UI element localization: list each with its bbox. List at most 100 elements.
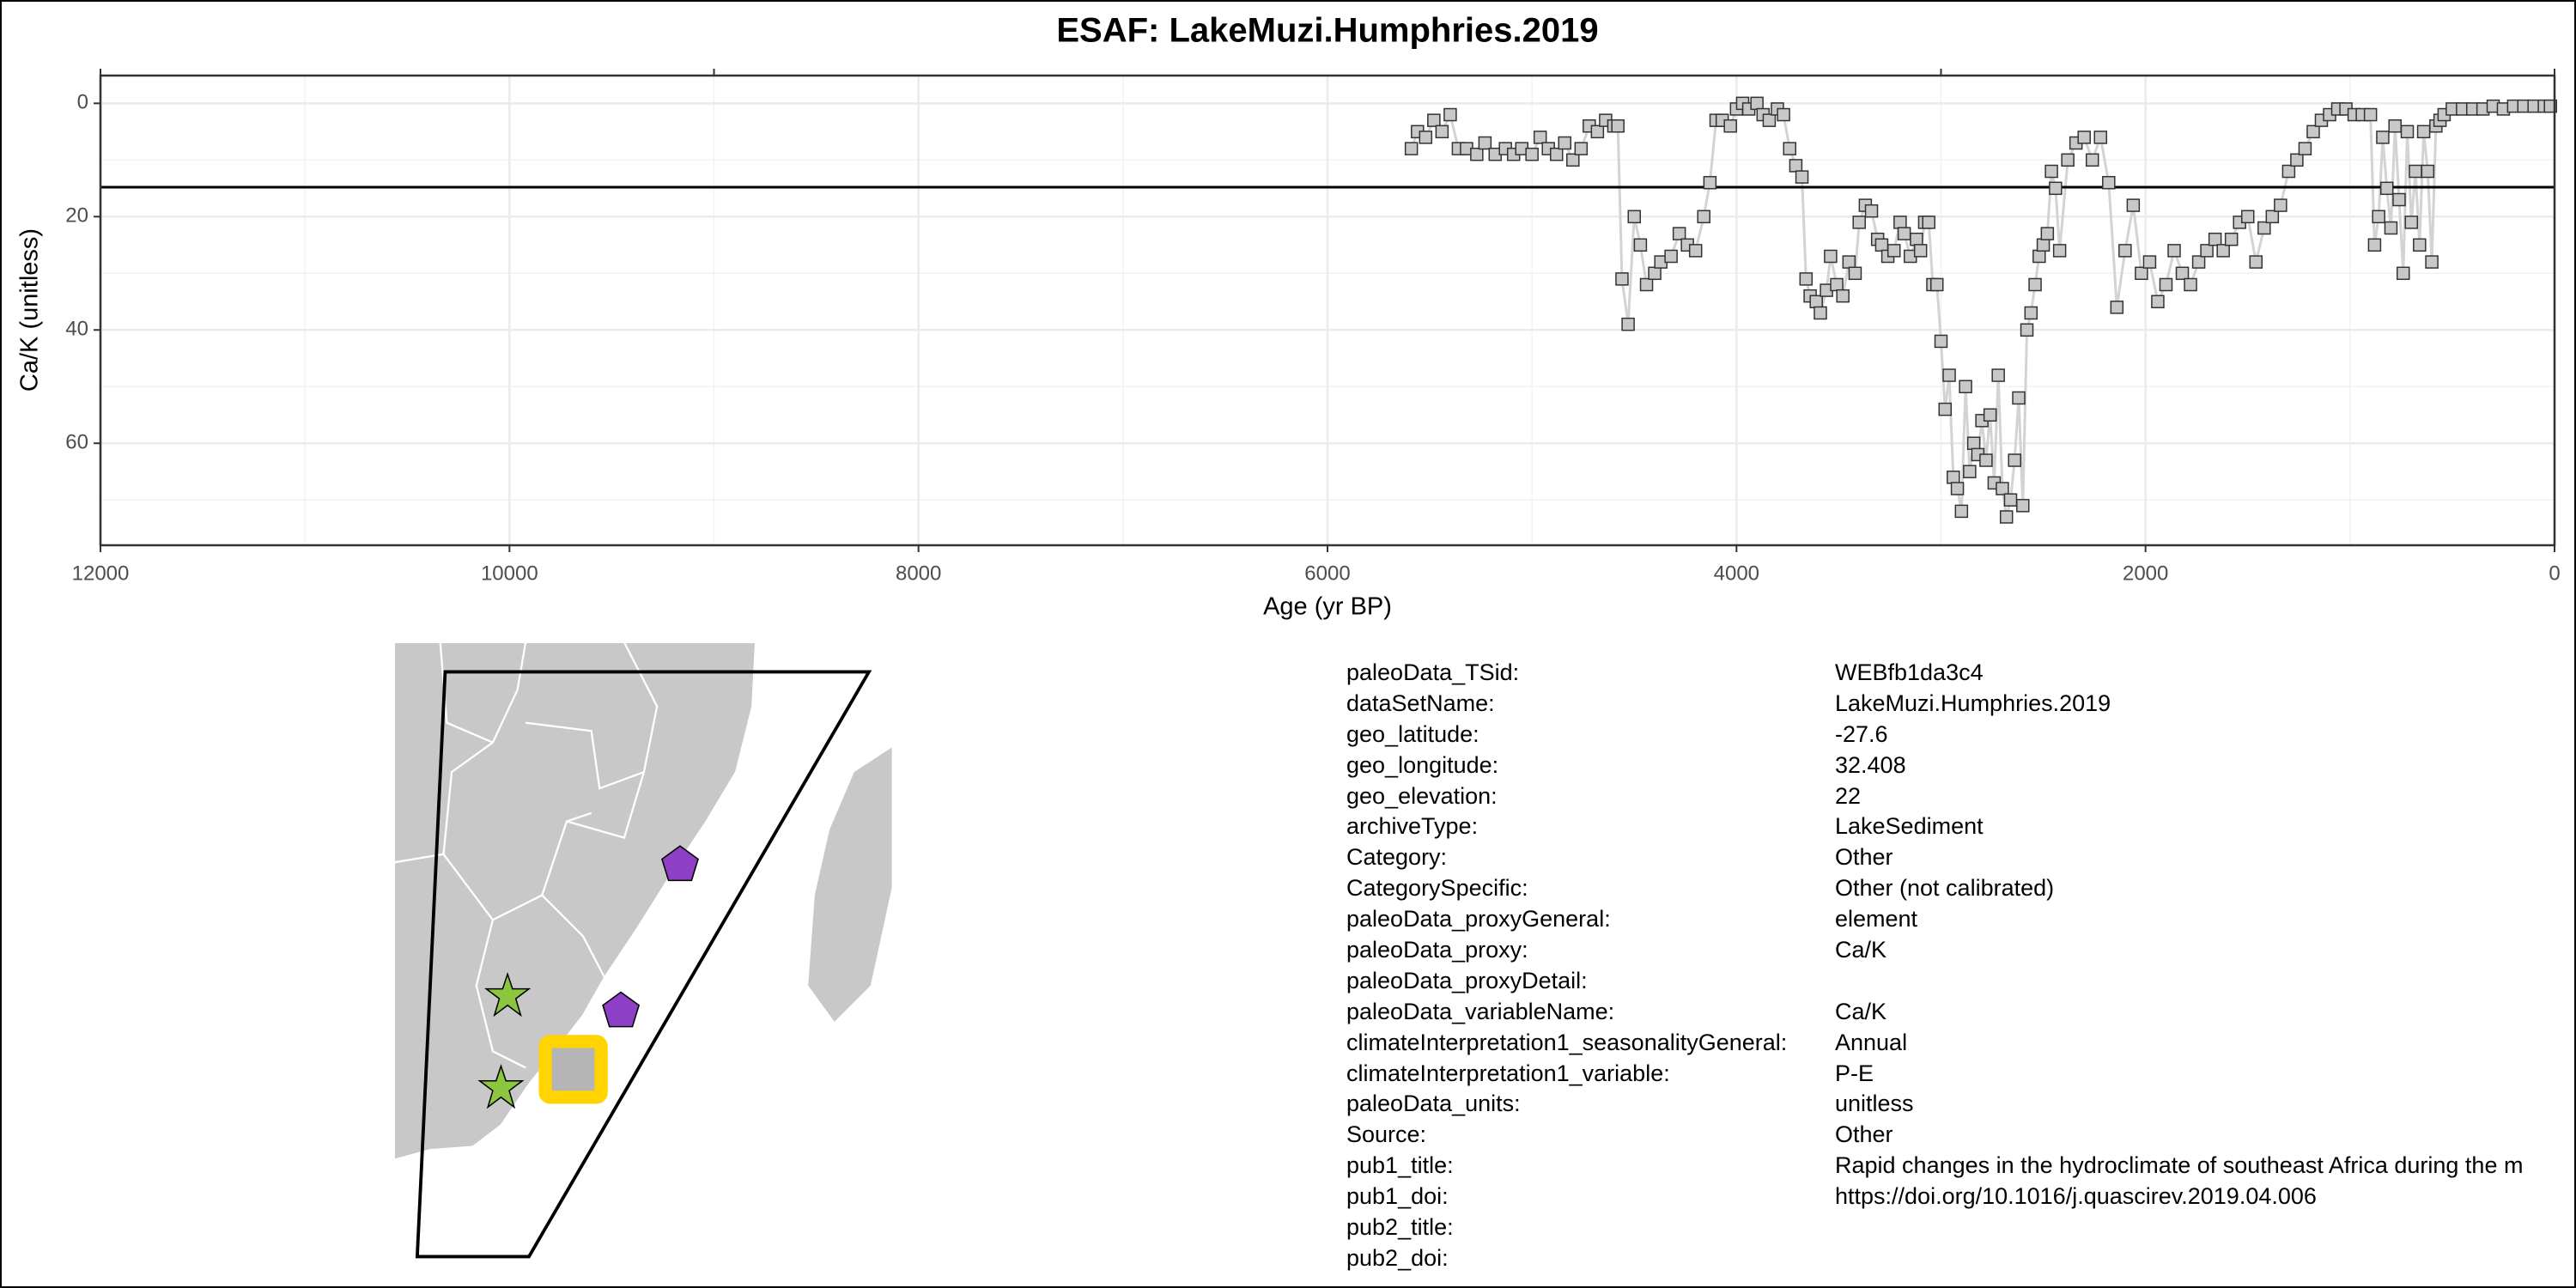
metadata-key: CategorySpecific: — [1346, 875, 1528, 902]
x-tick-label: 0 — [2549, 562, 2560, 585]
data-point — [1991, 368, 2005, 382]
x-tick-label: 10000 — [481, 562, 538, 585]
data-point — [1795, 170, 1809, 184]
data-point — [1959, 380, 1972, 393]
map — [394, 641, 892, 1259]
data-point — [2416, 125, 2431, 139]
data-point — [1443, 107, 1457, 122]
data-point — [1574, 142, 1589, 155]
data-point — [1648, 266, 1662, 281]
metadata-value: Ca/K — [1835, 998, 1887, 1024]
map-pentagon-marker — [602, 991, 641, 1028]
data-point — [2543, 99, 2557, 113]
data-point — [1886, 244, 1901, 258]
data-point — [2102, 175, 2116, 190]
metadata-value: 22 — [1835, 782, 1862, 809]
metadata-value: Other (not calibrated) — [1835, 875, 2055, 902]
data-point — [2110, 301, 2124, 314]
metadata-value: unitless — [1835, 1091, 1914, 1117]
data-point — [1789, 159, 1803, 173]
data-point — [1621, 317, 1635, 331]
metadata-value: LakeMuzi.Humphries.2019 — [1835, 690, 2111, 716]
data-point — [1703, 175, 1717, 190]
metadata-value: https://doi.org/10.1016/j.quascirev.2019… — [1835, 1183, 2317, 1210]
data-point — [1814, 306, 1827, 320]
x-tick-label: 6000 — [1304, 562, 1350, 585]
metadata-row: archiveType: LakeSediment — [1346, 811, 1984, 842]
map-land — [394, 641, 892, 1257]
map-borders — [394, 641, 659, 1069]
metadata-row: paleoData_TSid: WEBfb1da3c4 — [1346, 658, 1984, 689]
data-point — [2413, 238, 2427, 252]
data-point — [2384, 221, 2398, 235]
data-point — [1852, 216, 1866, 229]
data-point — [1979, 453, 1993, 467]
data-point — [2016, 499, 2030, 513]
metadata-value: Rapid changes in the hydroclimate of sou… — [1835, 1152, 2524, 1179]
data-point — [2372, 210, 2385, 224]
data-point — [1830, 277, 1844, 292]
data-point — [2376, 131, 2390, 144]
data-point — [1549, 147, 1564, 161]
data-point — [1922, 216, 1935, 229]
data-point — [1427, 113, 1441, 127]
data-point — [2216, 244, 2230, 258]
data-point — [1762, 113, 1777, 127]
metadata-key: paleoData_units: — [1346, 1091, 1521, 1117]
metadata-key: climateInterpretation1_seasonalityGenera… — [1346, 1029, 1788, 1055]
metadata-key: paleoData_TSid: — [1346, 659, 1520, 685]
data-point — [1688, 244, 1703, 258]
metadata-key: Category: — [1346, 844, 1448, 871]
data-point — [2208, 232, 2222, 246]
data-point — [1929, 277, 1944, 292]
data-point — [1419, 131, 1433, 144]
data-point — [1478, 136, 1492, 150]
map-madagascar — [808, 747, 892, 1022]
metadata-key: dataSetName: — [1346, 690, 1495, 716]
data-point — [1947, 471, 1960, 484]
data-point — [2184, 277, 2197, 292]
metadata-row: Category: Other — [1346, 842, 1893, 873]
x-tick-label: 12000 — [72, 562, 130, 585]
metadata-key: pub2_title: — [1346, 1214, 1454, 1241]
data-point — [1566, 153, 1580, 167]
x-tick-label: 2000 — [2123, 562, 2168, 585]
data-point — [2012, 391, 2026, 405]
data-point — [2257, 221, 2271, 235]
metadata-row: climateInterpretation1_variable: P-E — [1346, 1059, 1874, 1090]
data-point — [2397, 266, 2410, 281]
data-point — [2290, 153, 2304, 167]
metadata-row: pub1_title: Rapid changes in the hydrocli… — [1346, 1151, 2523, 1182]
metadata-row: paleoData_proxyDetail: — [1346, 966, 1787, 997]
metadata-value: Annual — [1835, 1029, 1908, 1055]
data-point — [1639, 277, 1654, 292]
map-star-marker — [477, 1064, 525, 1109]
data-point — [1627, 210, 1641, 224]
data-point — [2200, 244, 2214, 258]
data-point — [1777, 107, 1790, 122]
metadata-value: Other — [1835, 844, 1893, 871]
data-point — [2421, 164, 2435, 179]
data-point — [1842, 255, 1856, 269]
data-point — [1590, 125, 1605, 139]
metadata-row: pub2_title: — [1346, 1212, 1787, 1243]
y-tick-label: 60 — [65, 431, 88, 454]
metadata-key: paleoData_variableName: — [1346, 998, 1615, 1024]
data-point — [2281, 164, 2296, 179]
data-point — [1836, 289, 1850, 303]
data-point — [2008, 453, 2021, 467]
metadata-value: Other — [1835, 1121, 1893, 1148]
metadata-value: element — [1835, 906, 1918, 933]
data-point — [2298, 142, 2312, 155]
data-point — [2159, 277, 2173, 292]
data-point — [2044, 164, 2058, 179]
data-point — [2367, 238, 2382, 252]
data-point — [2265, 210, 2280, 224]
y-tick-label: 0 — [77, 91, 88, 114]
data-point — [2003, 493, 2018, 507]
data-point — [2425, 255, 2439, 269]
data-point — [2049, 181, 2063, 196]
metadata-row: Source: Other — [1346, 1120, 1893, 1151]
map-region-outline — [415, 670, 872, 1259]
